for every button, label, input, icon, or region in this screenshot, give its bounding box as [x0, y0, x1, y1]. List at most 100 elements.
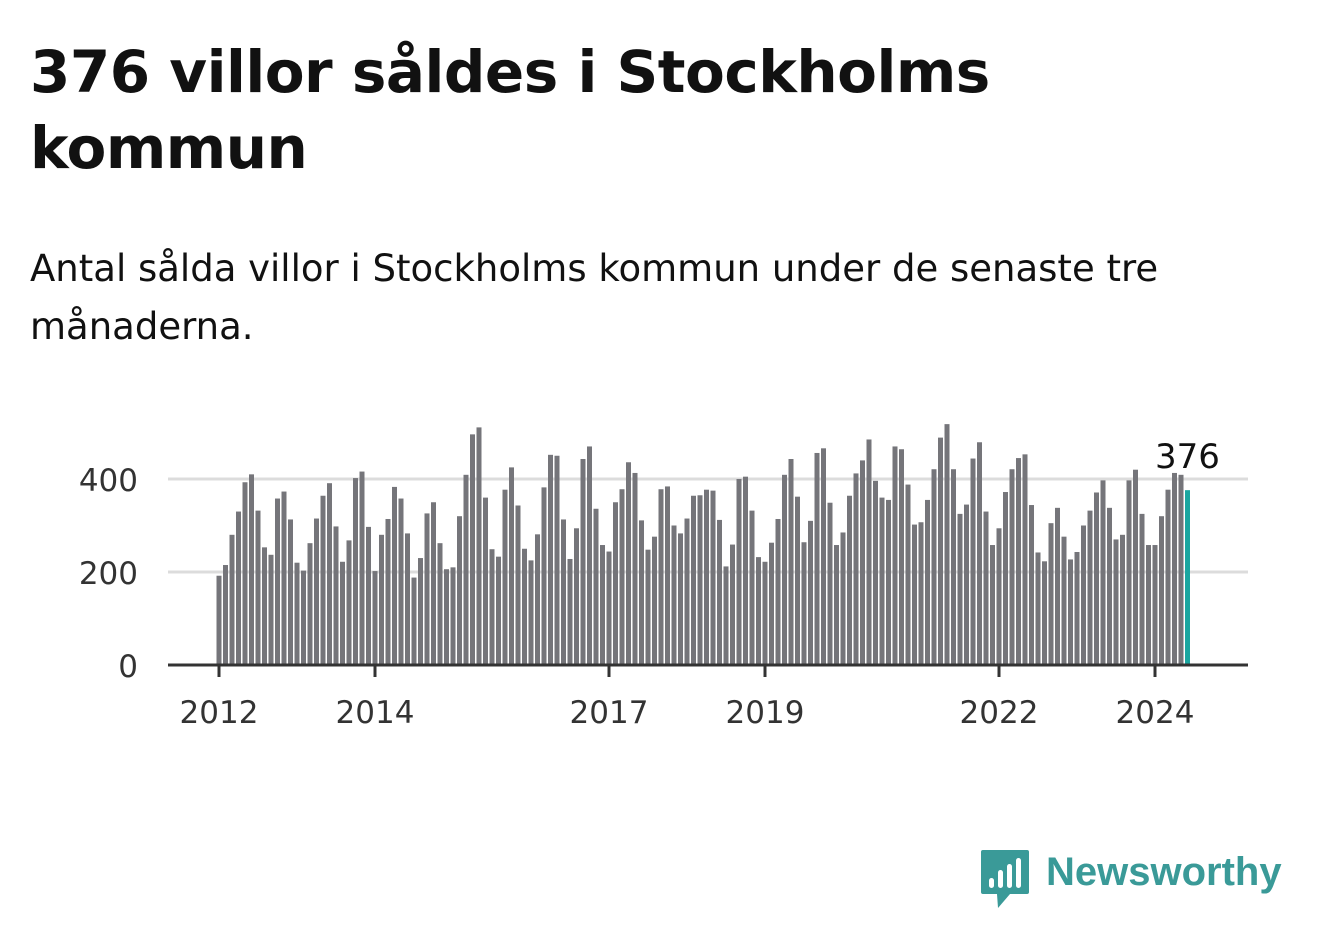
bar	[275, 498, 280, 665]
bar	[873, 480, 878, 665]
bar	[515, 505, 521, 665]
bar	[307, 543, 313, 665]
bar	[437, 543, 443, 665]
bar	[957, 513, 963, 666]
bar	[1042, 561, 1047, 666]
bar	[1126, 480, 1132, 665]
bar	[827, 502, 833, 665]
bar	[574, 528, 579, 665]
bar	[489, 549, 495, 665]
bar	[658, 489, 664, 665]
bar	[853, 473, 859, 665]
bar	[964, 504, 969, 665]
bar	[249, 474, 254, 665]
bar	[684, 518, 690, 665]
bar	[242, 482, 248, 665]
bar	[1172, 472, 1177, 665]
bar	[340, 561, 345, 665]
annotations: 376	[1155, 437, 1220, 477]
bar	[294, 562, 300, 665]
bar	[866, 439, 872, 665]
bar	[1139, 513, 1145, 666]
bar	[567, 558, 573, 665]
bar	[288, 519, 293, 665]
bar	[346, 540, 352, 665]
bar	[554, 455, 560, 665]
bar	[808, 520, 813, 665]
bar	[1087, 510, 1093, 665]
x-tick-label: 2014	[336, 695, 415, 731]
bar	[925, 499, 930, 665]
bar	[1048, 523, 1054, 665]
bar	[541, 487, 547, 665]
y-tick-label: 0	[118, 649, 138, 685]
bar	[600, 545, 605, 665]
bar	[450, 567, 456, 665]
bar	[840, 532, 846, 665]
bar	[944, 424, 950, 665]
bar	[1120, 534, 1125, 665]
bar-highlighted	[1185, 490, 1190, 665]
bar	[476, 427, 482, 665]
bar	[951, 469, 956, 665]
x-axis	[168, 663, 1248, 677]
bar	[931, 469, 937, 665]
bar	[736, 479, 742, 665]
bar	[652, 536, 657, 665]
bar	[756, 557, 761, 665]
bar	[268, 554, 274, 665]
bar	[775, 518, 781, 665]
brand-name: Newsworthy	[1046, 850, 1282, 894]
bar	[1100, 480, 1106, 665]
bar	[1178, 474, 1184, 665]
bar	[918, 522, 924, 665]
y-tick-label: 400	[79, 463, 138, 499]
bar	[463, 474, 469, 665]
bar	[392, 486, 397, 665]
chart-subtitle: Antal sålda villor i Stockholms kommun u…	[30, 247, 1159, 348]
bar	[639, 520, 644, 665]
bar	[528, 560, 534, 666]
bar	[398, 498, 404, 665]
bar	[1022, 454, 1028, 665]
bar-chart: 0 200 400 2012 2014 2017 2019 2022 2024 376	[79, 424, 1248, 731]
x-axis-ticks: 2012 2014 2017 2019 2022 2024	[180, 695, 1195, 731]
bar	[996, 528, 1002, 665]
bar	[1107, 507, 1112, 665]
bar	[678, 533, 683, 665]
bar	[236, 511, 241, 665]
bar	[645, 549, 651, 665]
bar	[990, 545, 995, 665]
bar	[379, 534, 384, 665]
bar	[632, 472, 638, 665]
bar	[1003, 492, 1008, 665]
bar	[535, 534, 540, 665]
bar	[548, 454, 553, 665]
bar	[385, 518, 391, 665]
bar	[938, 437, 943, 665]
bar	[769, 542, 774, 665]
bar	[710, 490, 716, 666]
bar	[762, 561, 768, 665]
bar	[814, 452, 820, 665]
bar	[983, 511, 989, 665]
bar	[860, 460, 865, 665]
bar	[723, 566, 729, 665]
bar	[431, 502, 436, 665]
bar	[1068, 559, 1073, 665]
bar	[1055, 507, 1060, 665]
bar	[411, 577, 417, 665]
bar	[834, 545, 839, 665]
x-tick-label: 2012	[180, 695, 259, 731]
bar	[1061, 536, 1067, 665]
bar	[795, 496, 800, 665]
bar	[496, 556, 501, 665]
bar	[782, 474, 787, 665]
bar	[619, 489, 625, 665]
bar	[671, 525, 677, 665]
bar	[1152, 545, 1158, 665]
bar	[665, 486, 670, 665]
bar	[1159, 516, 1164, 665]
bars	[216, 424, 1190, 666]
bar	[333, 526, 339, 665]
